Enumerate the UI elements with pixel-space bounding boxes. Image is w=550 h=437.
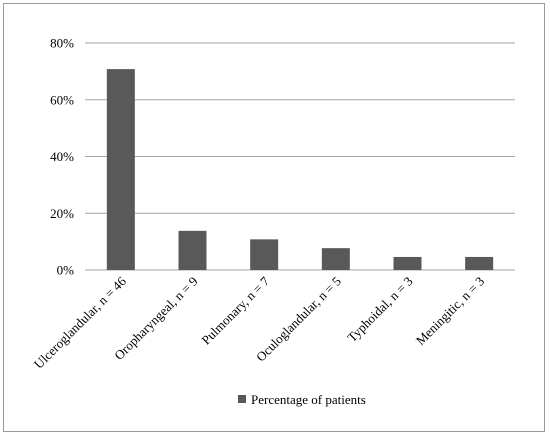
bars bbox=[106, 69, 494, 270]
y-tick-label: 60% bbox=[50, 92, 74, 107]
x-category-label: Typhoidal, n = 3 bbox=[344, 274, 415, 345]
legend: Percentage of patients bbox=[238, 392, 366, 407]
y-tick-label: 80% bbox=[50, 36, 74, 51]
x-category-label: Pulmonary, n = 7 bbox=[198, 273, 272, 347]
gridlines bbox=[85, 42, 515, 271]
y-tick-label: 20% bbox=[50, 206, 74, 221]
bar bbox=[178, 230, 207, 270]
legend-label: Percentage of patients bbox=[251, 392, 366, 407]
x-category-label: Meningitic, n = 3 bbox=[413, 274, 488, 349]
bar bbox=[321, 248, 350, 270]
bar bbox=[250, 239, 279, 270]
x-category-label: Ulceroglandular, n = 46 bbox=[31, 273, 129, 371]
y-axis-ticks: 0% 20% 40% 60% 80% bbox=[50, 36, 74, 278]
bar bbox=[106, 69, 135, 270]
y-tick-label: 40% bbox=[50, 149, 74, 164]
y-tick-label: 0% bbox=[57, 263, 75, 278]
bar bbox=[393, 256, 422, 270]
chart-frame bbox=[3, 3, 545, 432]
bar bbox=[465, 256, 494, 270]
legend-swatch bbox=[238, 395, 246, 403]
